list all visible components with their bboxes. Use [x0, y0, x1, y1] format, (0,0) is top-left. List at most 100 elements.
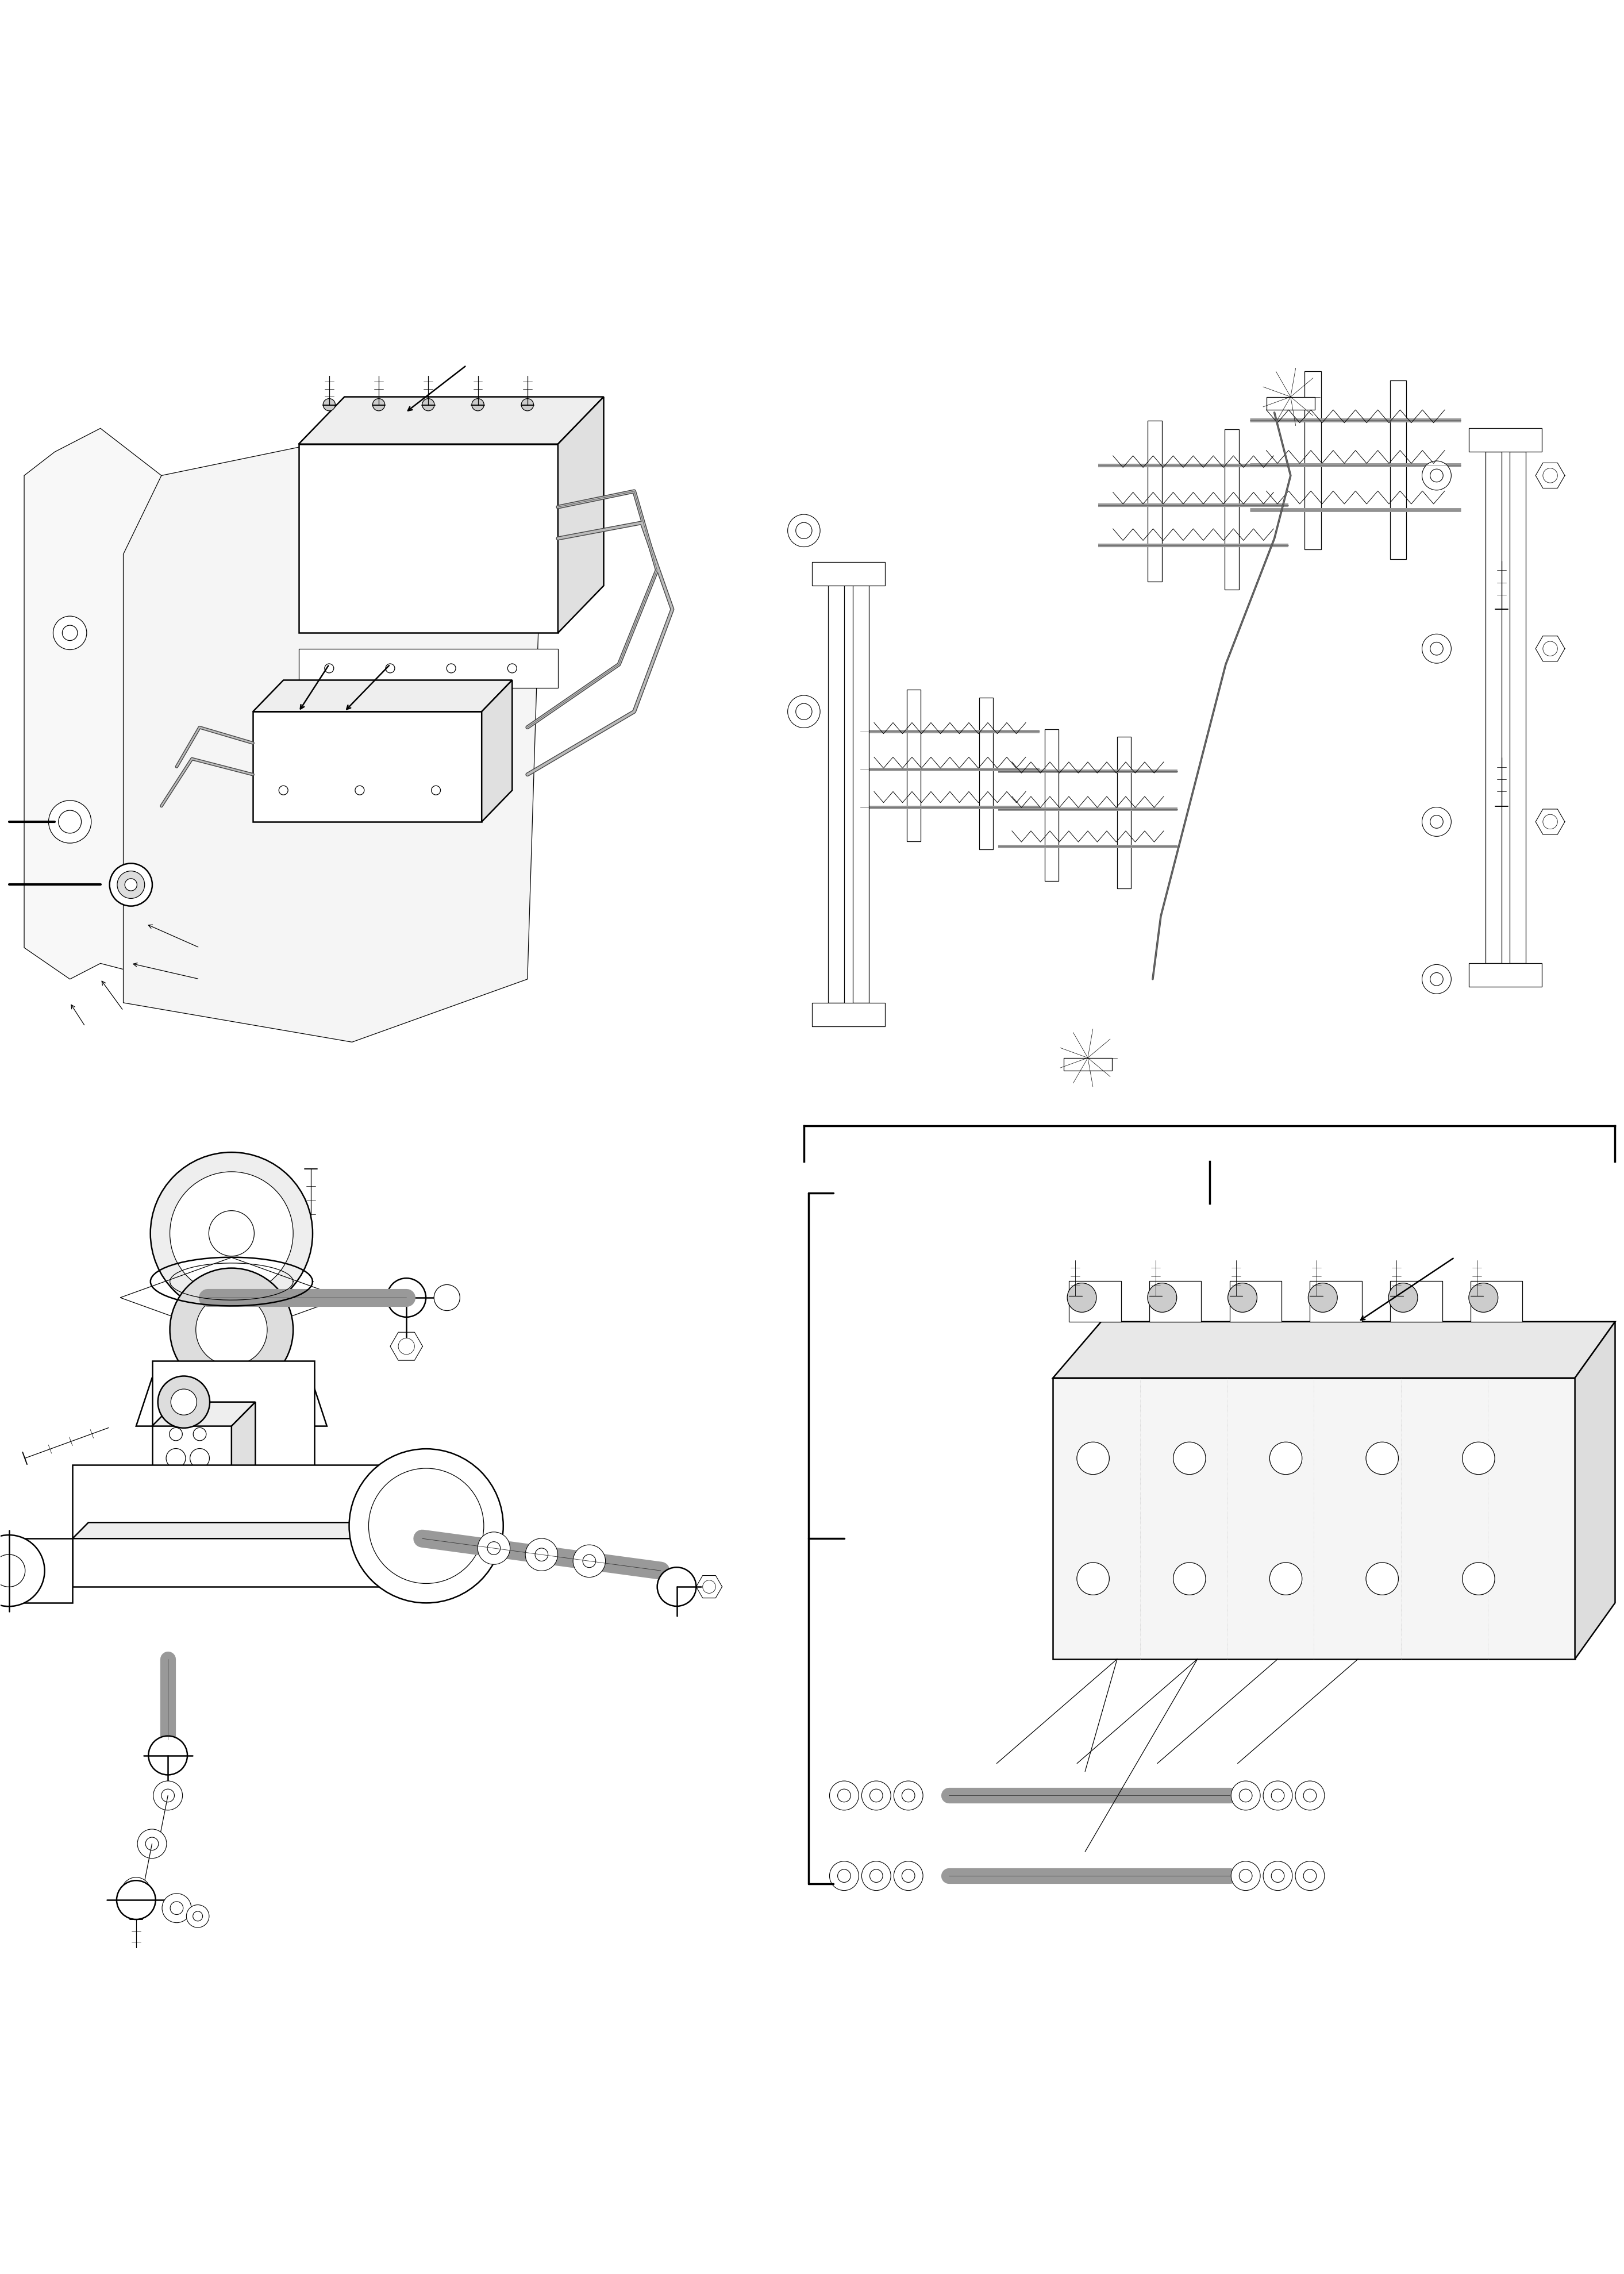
Circle shape — [49, 800, 91, 844]
Circle shape — [148, 1735, 187, 1776]
Circle shape — [117, 871, 145, 898]
Circle shape — [1270, 1562, 1302, 1594]
Bar — [1069, 1280, 1121, 1321]
Polygon shape — [123, 428, 542, 1041]
Circle shape — [1462, 1442, 1494, 1474]
Bar — [1229, 1280, 1281, 1321]
Circle shape — [193, 1912, 203, 1922]
Circle shape — [447, 664, 456, 673]
Polygon shape — [232, 1403, 255, 1489]
Circle shape — [151, 1153, 313, 1314]
Circle shape — [1431, 816, 1444, 828]
Polygon shape — [1304, 371, 1320, 550]
Circle shape — [573, 1544, 606, 1578]
Circle shape — [62, 625, 78, 641]
Circle shape — [788, 696, 820, 728]
Circle shape — [870, 1869, 883, 1883]
Polygon shape — [1148, 421, 1163, 582]
Circle shape — [870, 1790, 883, 1801]
Polygon shape — [24, 1539, 73, 1603]
Polygon shape — [853, 571, 869, 1003]
Circle shape — [162, 1894, 192, 1924]
Circle shape — [862, 1860, 892, 1890]
Circle shape — [893, 1781, 922, 1810]
Polygon shape — [812, 562, 885, 587]
Polygon shape — [1510, 453, 1527, 964]
Circle shape — [323, 398, 335, 412]
Circle shape — [1423, 964, 1452, 994]
Circle shape — [796, 703, 812, 719]
Polygon shape — [979, 698, 994, 848]
Circle shape — [1431, 641, 1444, 655]
Circle shape — [171, 1389, 197, 1414]
Polygon shape — [1044, 730, 1059, 880]
Circle shape — [1304, 1790, 1317, 1801]
Bar — [1311, 1280, 1363, 1321]
Circle shape — [1304, 1869, 1317, 1883]
Polygon shape — [136, 1378, 326, 1426]
Polygon shape — [1470, 964, 1543, 987]
Circle shape — [901, 1869, 914, 1883]
Circle shape — [187, 1906, 209, 1928]
Circle shape — [583, 1555, 596, 1567]
Polygon shape — [1486, 453, 1502, 964]
Bar — [1064, 1057, 1112, 1071]
Polygon shape — [482, 680, 512, 821]
Polygon shape — [253, 680, 512, 712]
Polygon shape — [906, 689, 921, 841]
Circle shape — [372, 398, 385, 412]
Circle shape — [369, 1469, 484, 1583]
Circle shape — [703, 1580, 716, 1594]
Circle shape — [190, 1449, 209, 1469]
Polygon shape — [812, 1003, 885, 1026]
Circle shape — [171, 1901, 184, 1915]
Circle shape — [1431, 973, 1444, 985]
Circle shape — [1423, 807, 1452, 837]
Circle shape — [1270, 1442, 1302, 1474]
Circle shape — [487, 1542, 500, 1555]
Circle shape — [58, 810, 81, 832]
Circle shape — [1272, 1869, 1285, 1883]
Circle shape — [193, 1428, 206, 1442]
Polygon shape — [1117, 737, 1130, 889]
Polygon shape — [1470, 428, 1543, 453]
Circle shape — [1462, 1562, 1494, 1594]
Circle shape — [1148, 1283, 1177, 1312]
Circle shape — [1543, 814, 1557, 830]
Circle shape — [166, 1449, 185, 1469]
Circle shape — [356, 787, 364, 796]
Circle shape — [838, 1790, 851, 1801]
Circle shape — [1366, 1562, 1398, 1594]
Circle shape — [169, 1428, 182, 1442]
Circle shape — [154, 1389, 180, 1414]
Circle shape — [1067, 1283, 1096, 1312]
Polygon shape — [299, 398, 604, 443]
Polygon shape — [1052, 1378, 1575, 1660]
Circle shape — [432, 787, 440, 796]
Polygon shape — [299, 648, 559, 689]
Polygon shape — [559, 398, 604, 632]
Bar — [73, 1464, 396, 1587]
Circle shape — [1423, 634, 1452, 664]
Circle shape — [1263, 1781, 1293, 1810]
Polygon shape — [828, 571, 844, 1003]
Circle shape — [830, 1781, 859, 1810]
Circle shape — [471, 398, 484, 412]
Circle shape — [138, 1828, 167, 1858]
Circle shape — [534, 1549, 547, 1562]
Circle shape — [508, 664, 516, 673]
Bar — [1267, 398, 1315, 409]
Circle shape — [1239, 1790, 1252, 1801]
Circle shape — [1543, 468, 1557, 482]
Circle shape — [146, 1837, 159, 1851]
Circle shape — [525, 1539, 557, 1571]
Polygon shape — [1575, 1321, 1616, 1660]
Circle shape — [1077, 1562, 1109, 1594]
Circle shape — [1296, 1781, 1325, 1810]
Circle shape — [1231, 1860, 1260, 1890]
Circle shape — [1173, 1562, 1205, 1594]
Circle shape — [830, 1860, 859, 1890]
Circle shape — [0, 1555, 24, 1587]
Circle shape — [117, 1881, 156, 1919]
Bar — [153, 1360, 315, 1489]
